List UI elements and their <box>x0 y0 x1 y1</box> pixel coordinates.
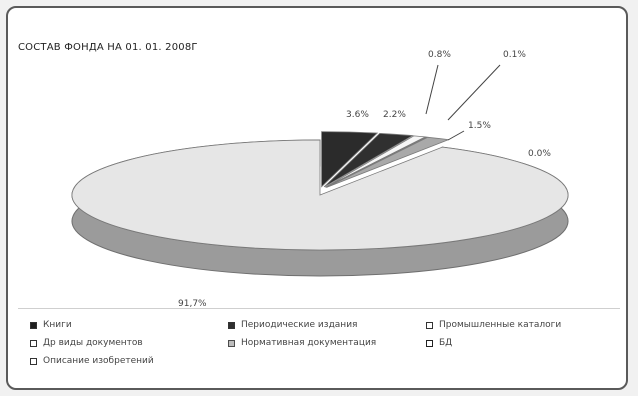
leader-0.1 <box>447 64 501 121</box>
legend-item-normative: Нормативная документация <box>228 338 376 348</box>
legend-item-inventions: Описание изобретений <box>30 356 154 366</box>
data-label-0: 3.6% <box>346 110 369 120</box>
legend-item-db: БД <box>426 338 452 348</box>
legend-label-normative: Нормативная документация <box>241 338 377 348</box>
slice-0 <box>321 131 379 188</box>
legend-label-inventions: Описание изобретений <box>43 356 154 366</box>
legend: Книги Периодические издания Промышленные… <box>30 320 626 384</box>
legend-item-periodicals: Периодические издания <box>228 320 357 330</box>
data-label-2: 0.8% <box>428 50 451 60</box>
chart-frame: СОСТАВ ФОНДА НА 01. 01. 2008Г 3.6% 2.2% 0.… <box>6 6 628 390</box>
legend-item-catalogs: Промышленные каталоги <box>426 320 561 330</box>
leader-1.5 <box>447 130 465 141</box>
legend-swatch-books <box>30 321 37 329</box>
legend-item-other-docs: Др виды документов <box>30 338 143 348</box>
slice-1 <box>323 132 414 188</box>
legend-swatch-catalogs <box>426 321 433 329</box>
legend-swatch-normative <box>228 339 235 347</box>
legend-label-books: Книги <box>43 320 72 330</box>
slice-3 <box>325 136 429 188</box>
legend-label-db: БД <box>439 338 453 348</box>
chart-title: СОСТАВ ФОНДА НА 01. 01. 2008Г <box>18 42 198 53</box>
slice-6 <box>71 139 569 251</box>
pie-chart: 3.6% 2.2% 0.8% 0.1% 1.5% 0.0% 91,7% <box>71 50 569 308</box>
legend-swatch-db <box>426 339 433 347</box>
legend-swatch-periodicals <box>228 321 235 329</box>
data-label-6: 91,7% <box>178 299 207 308</box>
data-label-3: 0.1% <box>503 50 526 60</box>
legend-label-periodicals: Периодические издания <box>241 320 358 330</box>
leader-0.8 <box>425 64 439 115</box>
data-label-4: 1.5% <box>468 121 491 131</box>
legend-label-other-docs: Др виды документов <box>43 338 143 348</box>
legend-swatch-other-docs <box>30 339 37 347</box>
legend-swatch-inventions <box>30 357 37 365</box>
legend-item-books: Книги <box>30 320 72 330</box>
data-label-5: 0.0% <box>528 149 551 159</box>
data-label-1: 2.2% <box>383 110 406 120</box>
legend-label-catalogs: Промышленные каталоги <box>439 320 562 330</box>
